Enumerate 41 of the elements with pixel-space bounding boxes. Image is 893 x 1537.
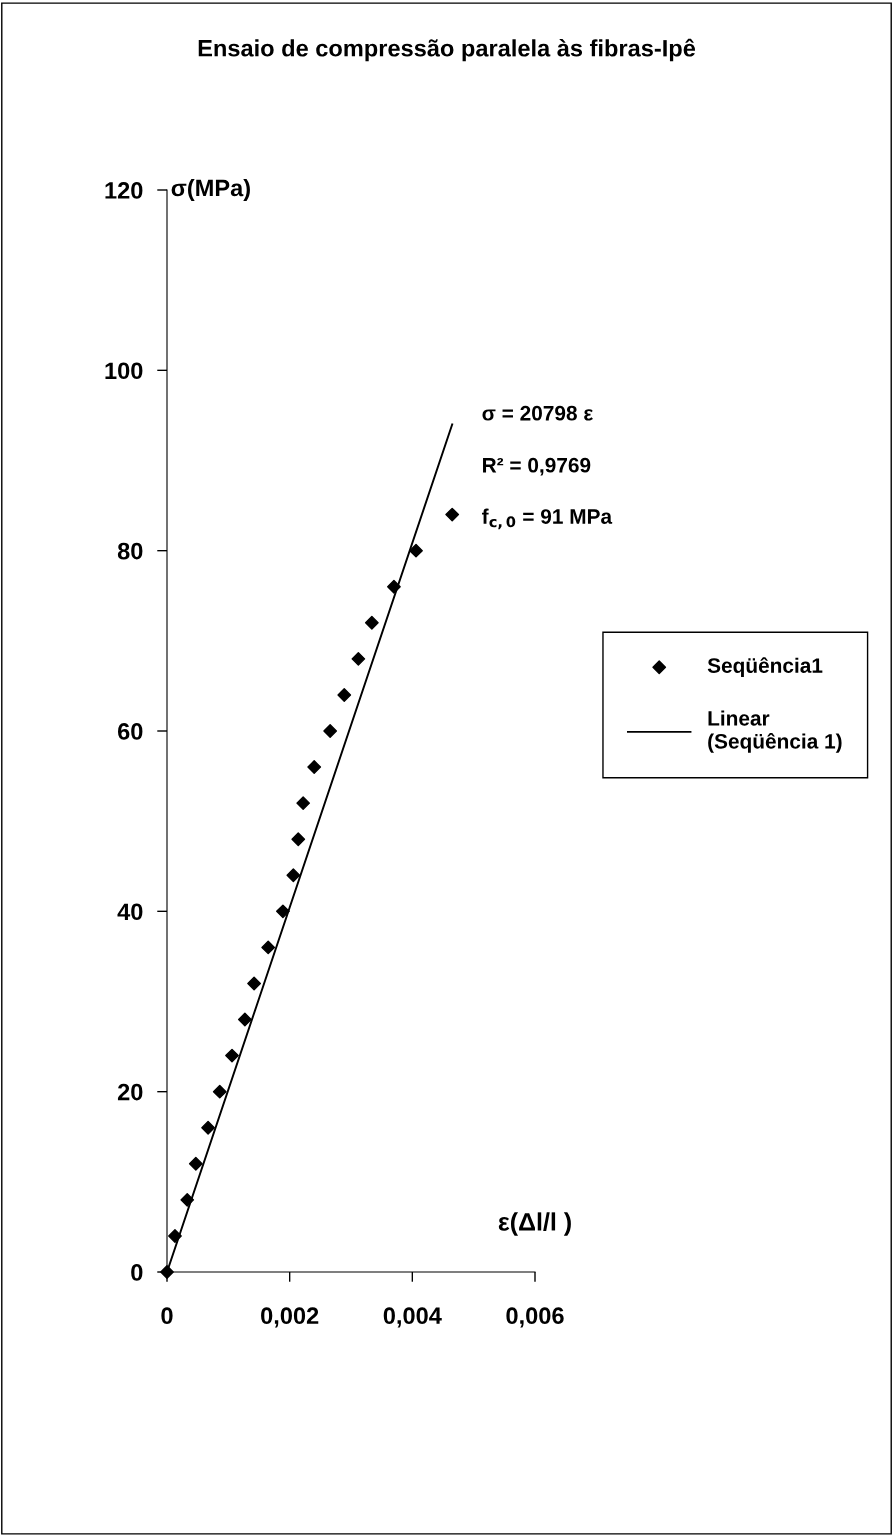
- y-tick-label: 60: [117, 723, 143, 740]
- point: [261, 940, 276, 955]
- x-tick-label: 0: [161, 1307, 173, 1325]
- x-tick-label: 0,002: [261, 1307, 319, 1328]
- x-tick-label: 0,004: [383, 1307, 442, 1328]
- point: [364, 615, 379, 630]
- point: [351, 651, 366, 666]
- point: [337, 688, 352, 702]
- annotation: R² = 0,9769: [483, 457, 591, 476]
- point: [445, 507, 460, 522]
- x-axis-title: ε(Δl/l ): [498, 1212, 571, 1236]
- point: [296, 796, 311, 811]
- legend-label: Seqüência1: [707, 657, 823, 678]
- point: [307, 760, 322, 774]
- point: [188, 1156, 203, 1171]
- annotation: σ = 20798 ε: [482, 405, 593, 421]
- point: [247, 976, 261, 991]
- point: [237, 1012, 252, 1027]
- point: [212, 1084, 227, 1099]
- point: [291, 832, 306, 847]
- y-axis-title: σ(MPa): [171, 179, 250, 201]
- x-tick-label: 0,006: [506, 1307, 564, 1328]
- point: [160, 1265, 174, 1279]
- point: [387, 579, 401, 594]
- y-tick-label: 0: [131, 1264, 143, 1281]
- y-tick-label: 80: [117, 542, 143, 560]
- point: [286, 868, 301, 883]
- point: [409, 543, 423, 558]
- legend-label: Linear (Seqüência 1): [708, 710, 842, 753]
- y-tick-label: 40: [117, 903, 143, 921]
- point: [168, 1229, 182, 1243]
- point: [323, 724, 338, 738]
- point: [276, 904, 290, 919]
- chart-title: Ensaio de compressão paralela às fibras-Ipê: [198, 38, 696, 62]
- y-tick-label: 120: [105, 182, 143, 199]
- point: [225, 1048, 239, 1063]
- annotation: f$_{c,0}$ = 91 MPa: [481, 508, 613, 530]
- point: [201, 1120, 215, 1135]
- point: [180, 1192, 195, 1207]
- y-tick-label: 20: [117, 1083, 143, 1101]
- y-tick-label: 100: [105, 362, 143, 380]
